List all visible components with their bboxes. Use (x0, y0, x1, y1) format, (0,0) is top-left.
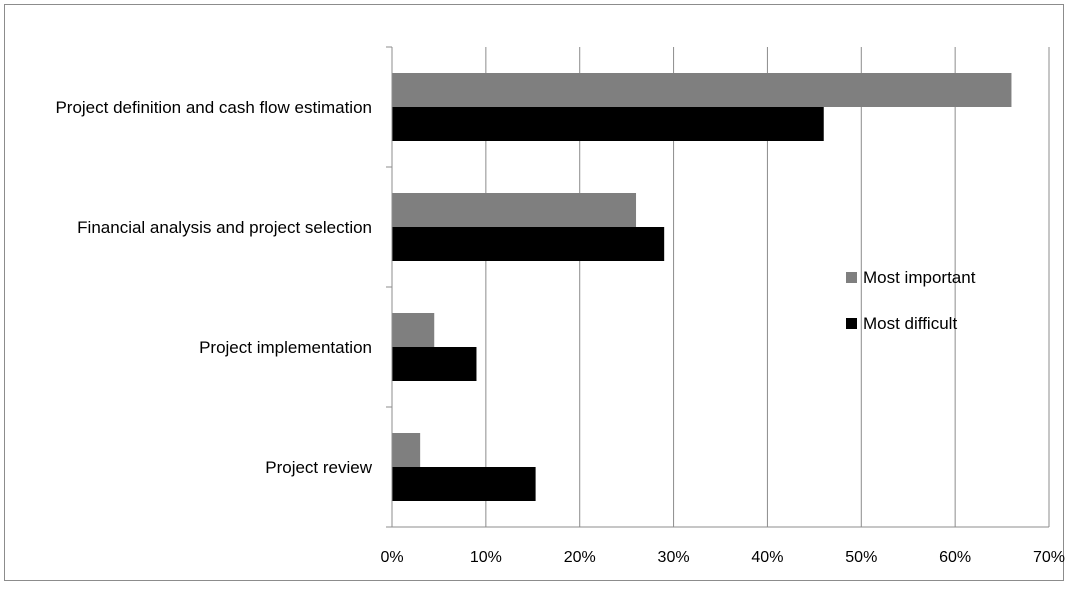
bar-most-important (392, 193, 637, 227)
x-tick-label: 0% (380, 549, 403, 566)
x-tick-label: 50% (845, 549, 877, 566)
bar-most-difficult (392, 227, 665, 261)
category-label: Project implementation (199, 338, 372, 357)
legend-label: Most important (863, 268, 976, 287)
bar-most-important (392, 433, 421, 467)
bar-most-difficult (392, 347, 477, 381)
x-tick-label: 10% (470, 549, 502, 566)
legend-label: Most difficult (863, 314, 957, 333)
x-tick-label: 20% (564, 549, 596, 566)
x-tick-label: 60% (939, 549, 971, 566)
category-label: Project definition and cash flow estimat… (55, 98, 372, 117)
bar-most-difficult (392, 467, 536, 501)
x-tick-label: 70% (1033, 549, 1065, 566)
bar-most-important (392, 313, 435, 347)
x-tick-label: 30% (658, 549, 690, 566)
legend-swatch (846, 318, 857, 329)
bar-most-important (392, 73, 1012, 107)
category-label: Project review (265, 458, 372, 477)
category-label: Financial analysis and project selection (77, 218, 372, 237)
x-tick-label: 40% (751, 549, 783, 566)
bar-most-difficult (392, 107, 824, 141)
legend-swatch (846, 272, 857, 283)
